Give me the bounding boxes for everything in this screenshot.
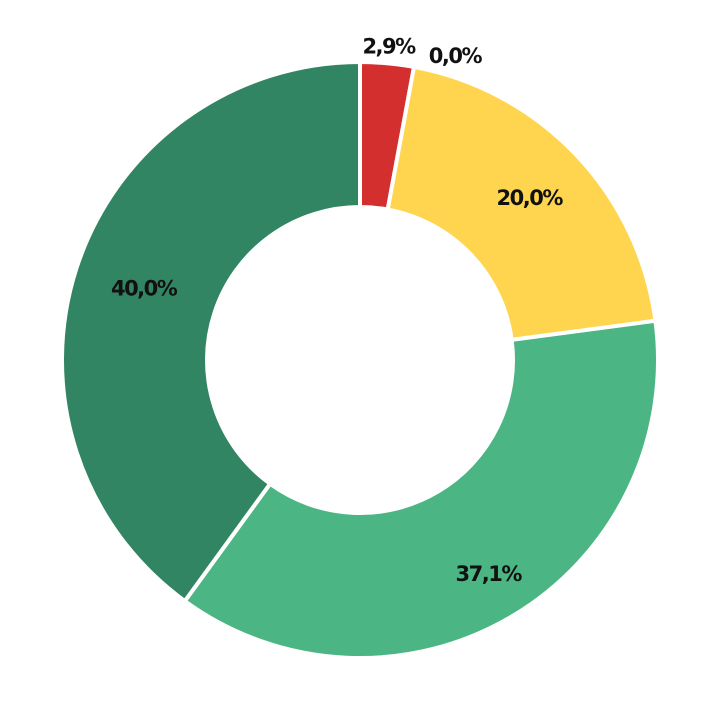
donut-slice-2: [385, 64, 658, 343]
slice-label-0: 2,9%: [362, 34, 416, 58]
slice-label-2: 20,0%: [497, 186, 564, 210]
slice-label-3: 37,1%: [456, 562, 523, 586]
donut-slice-3: [182, 318, 660, 660]
donut-slice-4: [60, 59, 362, 604]
slice-label-1: 0,0%: [429, 44, 483, 68]
slice-label-4: 40,0%: [111, 277, 178, 301]
